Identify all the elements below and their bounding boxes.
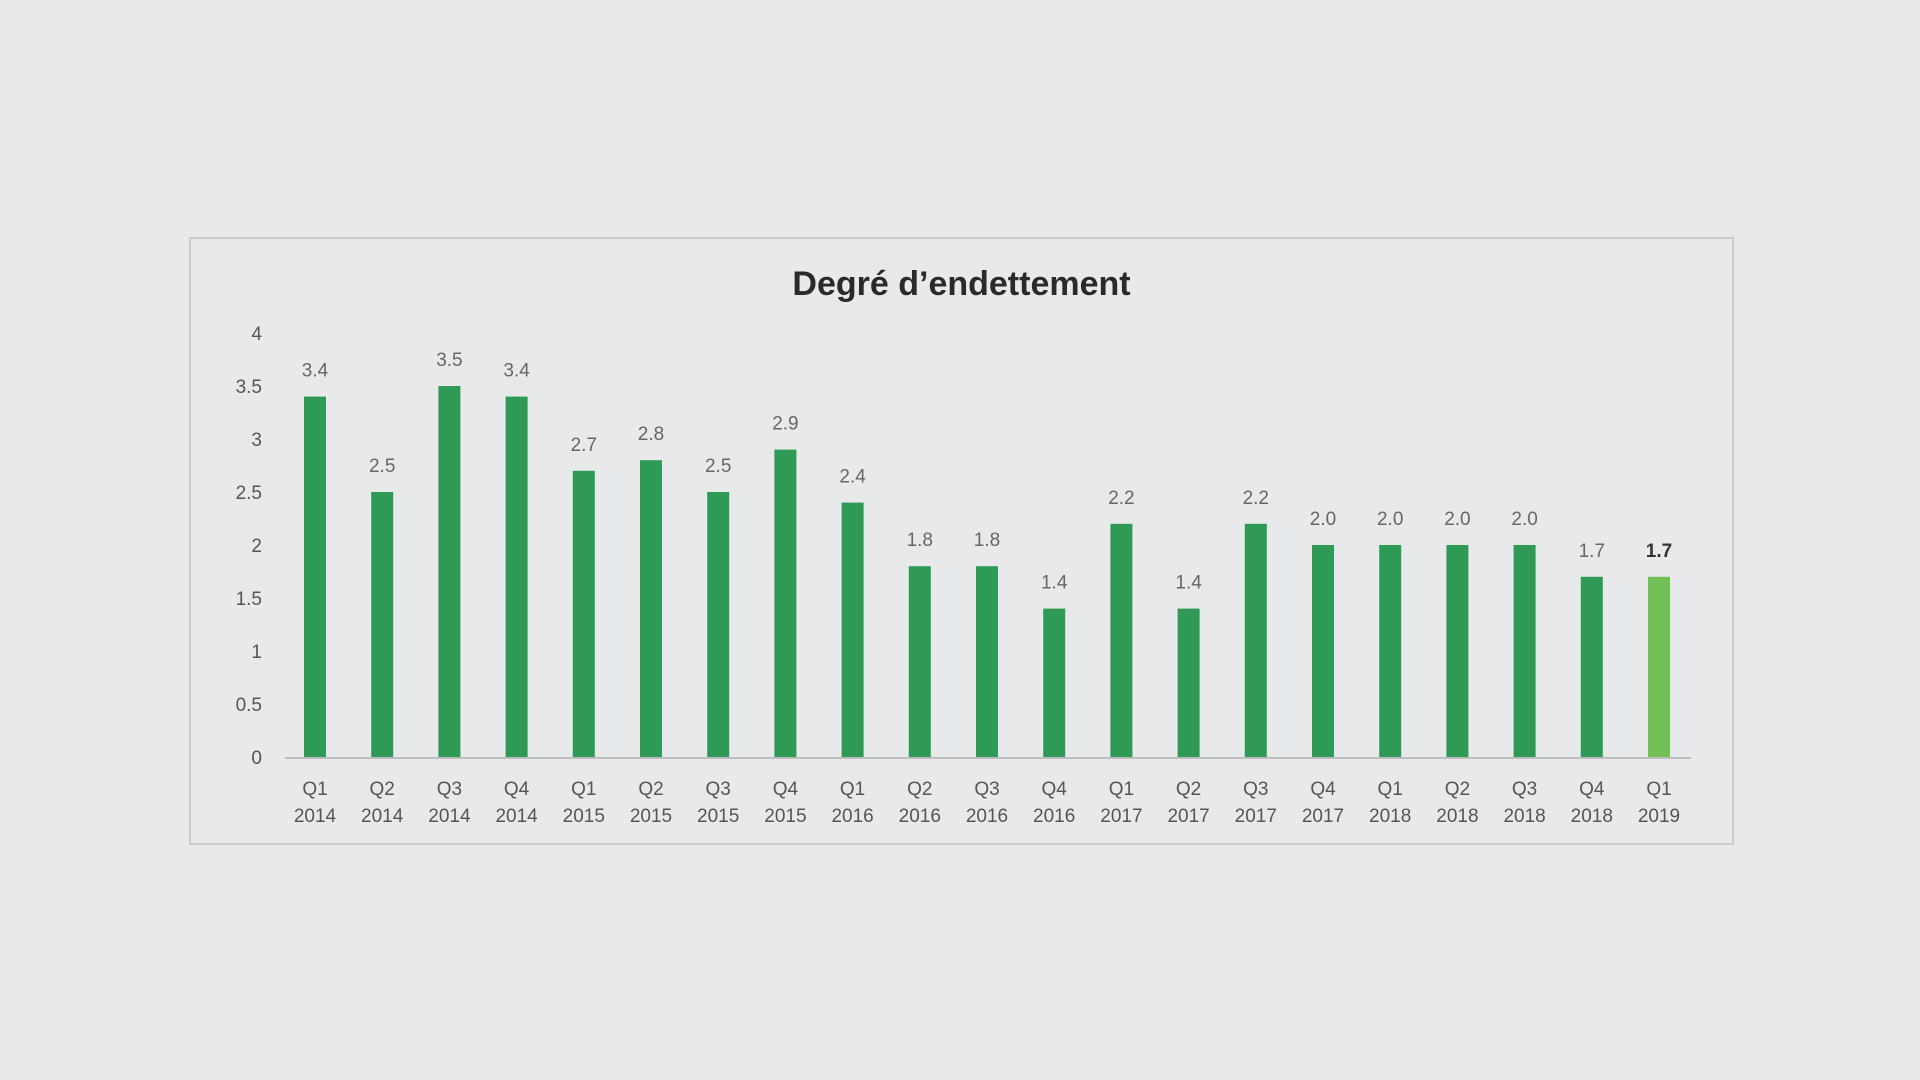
x-tick-label-quarter: Q4 (504, 779, 530, 800)
bar (371, 492, 394, 757)
x-tick-label-year: 2017 (1167, 806, 1209, 827)
x-tick-label-year: 2016 (1033, 806, 1075, 827)
y-tick-label: 2 (251, 536, 262, 557)
x-tick-label-year: 2016 (831, 806, 873, 827)
y-tick-label: 0.5 (236, 695, 262, 716)
data-label: 2.9 (772, 414, 798, 435)
bar (1446, 545, 1469, 757)
x-tick-label-quarter: Q1 (1109, 779, 1134, 800)
x-tick-label-year: 2014 (361, 806, 404, 827)
x-tick-label-quarter: Q3 (974, 779, 999, 800)
y-tick-label: 0 (251, 748, 262, 769)
y-tick-label: 4 (251, 324, 262, 345)
data-label: 2.5 (705, 456, 731, 477)
data-label: 1.8 (974, 530, 1000, 551)
bar (1513, 545, 1536, 757)
bar (976, 566, 998, 757)
x-tick-label-year: 2014 (428, 806, 471, 827)
x-tick-label-quarter: Q3 (1243, 779, 1268, 800)
x-tick-label-year: 2018 (1369, 806, 1411, 827)
data-label: 2.0 (1310, 509, 1336, 530)
bar (1312, 545, 1334, 757)
x-tick-label-quarter: Q1 (302, 779, 327, 800)
x-tick-label-year: 2018 (1436, 806, 1478, 827)
bar (1244, 523, 1267, 757)
x-tick-label-year: 2014 (294, 806, 337, 827)
x-tick-label-year: 2016 (899, 806, 941, 827)
bar (1580, 576, 1603, 757)
data-label: 3.4 (302, 361, 329, 382)
x-tick-label-quarter: Q3 (706, 779, 731, 800)
bar (1110, 523, 1133, 757)
bar (438, 386, 461, 757)
data-label: 1.7 (1579, 541, 1605, 562)
x-tick-label-quarter: Q3 (1512, 779, 1537, 800)
bars: 3.4 2.5 3.5 3.4 2.7 2.8 2.5 2.9 2.4 1.8 1.8 1.4 2.2 1… (302, 350, 1672, 757)
bar (908, 566, 931, 757)
bar (774, 449, 797, 757)
x-tick-label-quarter: Q2 (1176, 779, 1201, 800)
bar (1043, 608, 1066, 757)
bar (707, 492, 730, 757)
bar (572, 470, 595, 757)
data-label: 3.4 (503, 361, 530, 382)
bar (505, 396, 528, 757)
x-tick-label-year: 2016 (966, 806, 1008, 827)
x-tick-label-year: 2017 (1100, 806, 1142, 827)
x-tick-label-year: 2017 (1302, 806, 1344, 827)
x-tick-label-quarter: Q1 (1646, 779, 1671, 800)
x-tick-label-quarter: Q2 (638, 779, 663, 800)
x-tick-label-quarter: Q2 (907, 779, 932, 800)
x-tick-label-quarter: Q1 (840, 779, 865, 800)
bar-chart: 0 0.5 1 1.5 2 2.5 3 3.5 4 3.4 2.5 3.5 3.4 2.7 2.8 2.5 2… (236, 324, 1691, 827)
data-label: 2.0 (1377, 509, 1403, 530)
y-tick-label: 3.5 (236, 377, 262, 398)
x-tick-label-quarter: Q2 (1445, 779, 1470, 800)
x-tick-label-year: 2018 (1503, 806, 1545, 827)
x-tick-label-year: 2015 (630, 806, 672, 827)
bar (1648, 576, 1670, 757)
data-label: 2.8 (638, 424, 664, 445)
x-tick-label-quarter: Q1 (1378, 779, 1403, 800)
bar (1379, 545, 1402, 757)
x-tick-label-quarter: Q4 (773, 779, 799, 800)
x-tick-label-quarter: Q4 (1042, 779, 1068, 800)
y-tick-label: 2.5 (236, 483, 262, 504)
y-tick-label: 1 (251, 642, 262, 663)
data-label: 1.8 (907, 530, 933, 551)
x-tick-label-year: 2019 (1638, 806, 1680, 827)
data-label: 2.2 (1108, 488, 1134, 509)
bar (1177, 608, 1200, 757)
x-tick-label-year: 2015 (563, 806, 605, 827)
x-tick-label-year: 2018 (1571, 806, 1613, 827)
data-label: 2.5 (369, 456, 395, 477)
x-tick-label-year: 2015 (697, 806, 739, 827)
x-axis: Q1 2014 Q2 2014 Q3 2014 Q4 2014 Q1 2015 Q2 2015 Q3 20… (285, 757, 1691, 827)
bar (841, 502, 864, 757)
data-label: 2.2 (1243, 488, 1269, 509)
data-label: 1.4 (1175, 573, 1202, 594)
y-axis: 0 0.5 1 1.5 2 2.5 3 3.5 4 (236, 324, 263, 769)
data-label: 2.0 (1511, 509, 1537, 530)
data-label: 2.4 (839, 467, 866, 488)
x-tick-label-year: 2014 (495, 806, 538, 827)
bar (640, 460, 662, 757)
x-tick-label-year: 2017 (1235, 806, 1277, 827)
x-tick-label-quarter: Q3 (437, 779, 462, 800)
y-tick-label: 3 (251, 430, 262, 451)
chart-frame: Degré d’endettement 0 0.5 1 1.5 2 2.5 3 3.5 4 3.… (189, 237, 1734, 845)
x-tick-label-quarter: Q4 (1310, 779, 1336, 800)
data-label: 3.5 (436, 350, 462, 371)
x-tick-label-year: 2015 (764, 806, 806, 827)
x-tick-label-quarter: Q2 (370, 779, 395, 800)
data-label: 2.7 (571, 435, 597, 456)
data-label: 1.4 (1041, 573, 1068, 594)
x-tick-label-quarter: Q4 (1579, 779, 1605, 800)
chart-title: Degré d’endettement (792, 265, 1131, 303)
data-label: 1.7 (1646, 541, 1672, 562)
data-label: 2.0 (1444, 509, 1470, 530)
y-tick-label: 1.5 (236, 589, 262, 610)
x-tick-label-quarter: Q1 (571, 779, 596, 800)
bar (304, 396, 326, 757)
